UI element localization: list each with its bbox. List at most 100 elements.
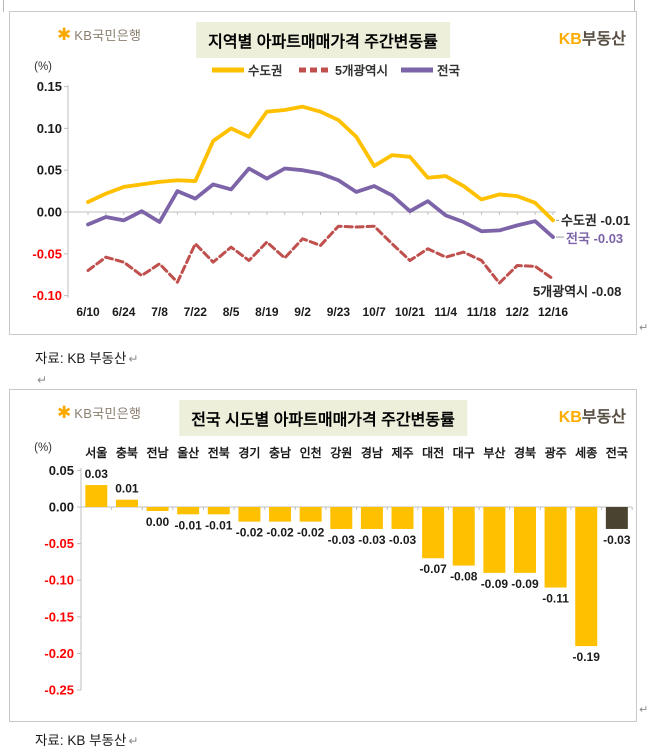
x-tick-label: 10/7 (362, 305, 386, 319)
category-label-5: 경기 (238, 445, 260, 460)
category-label-3: 울산 (177, 445, 199, 460)
bar-value-label-4: -0.01 (205, 518, 233, 532)
category-label-9: 경남 (361, 445, 383, 460)
category-label-16: 세종 (575, 445, 597, 460)
bar-value-label-2: 0.00 (146, 515, 170, 529)
category-label-1: 충북 (116, 445, 138, 460)
bar-9 (360, 507, 383, 529)
category-label-8: 강원 (330, 446, 352, 460)
bar-1 (115, 499, 138, 507)
x-tick-label: 6/10 (76, 305, 100, 319)
kb-realestate-suffix: 부동산 (581, 409, 626, 426)
category-label-7: 인천 (300, 445, 322, 460)
bar-value-label-7: -0.02 (297, 526, 325, 540)
legend-label-0: 수도권 (248, 64, 283, 78)
bar-value-label-13: -0.09 (481, 577, 509, 591)
kb-star-icon: ✱ (57, 25, 72, 44)
category-label-4: 전북 (208, 445, 230, 460)
bar-5 (238, 507, 261, 522)
category-label-13: 부산 (483, 445, 505, 460)
bar-6 (269, 507, 292, 522)
y-tick-label: -0.20 (44, 646, 74, 661)
bar-value-label-12: -0.08 (450, 570, 478, 584)
category-label-12: 대구 (453, 446, 475, 460)
bar-value-label-11: -0.07 (419, 562, 447, 576)
bar-4 (207, 507, 230, 515)
bar-value-label-17: -0.03 (603, 533, 631, 547)
x-tick-label: 9/23 (327, 305, 351, 319)
return-mark: ↵ (639, 704, 649, 716)
unit-label: (%) (34, 61, 52, 73)
chart2-plot: 0.05 0.00 -0.05 -0.10 -0.15 -0.20 -0.25 (%) 서울 0.… (34, 442, 633, 698)
y-tick-label: 0.00 (37, 205, 62, 220)
bar-value-label-9: -0.03 (358, 533, 386, 547)
x-tick-label: 10/21 (395, 305, 425, 319)
series-line-0 (86, 104, 555, 223)
y-tick-label: -0.25 (44, 683, 74, 698)
kb-star-icon: ✱ (57, 403, 72, 422)
y-tick-label: -0.10 (32, 288, 62, 303)
y-tick-label: 0.00 (49, 500, 74, 515)
return-mark: ↵ (37, 373, 48, 387)
y-tick-label: 0.10 (37, 121, 62, 136)
kb-realestate-suffix: 부동산 (581, 31, 626, 48)
bar-value-label-0: 0.03 (85, 467, 109, 481)
y-tick-label: -0.05 (32, 246, 62, 261)
bar-value-label-5: -0.02 (236, 526, 264, 540)
bar-0 (85, 485, 108, 507)
bar-value-label-6: -0.02 (266, 526, 294, 540)
table-cell-marker-right (634, 0, 635, 12)
chart2-title: 전국 시도별 아파트매매가격 주간변동률 (179, 400, 467, 436)
series-end-label-1: 5개광역시 -0.08 (533, 284, 621, 299)
y-tick-label: -0.15 (44, 609, 74, 624)
series-end-label-0: 수도권 -0.01 (561, 213, 630, 228)
source-caption: 자료: KB 부동산 ↵ (35, 347, 138, 367)
kb-realestate-logo: KB부동산 (559, 403, 626, 427)
category-label-14: 경북 (514, 446, 536, 460)
kb-bank-name: KB국민은행 (74, 28, 142, 43)
y-tick-label: 0.05 (37, 163, 62, 178)
kb-bank-name: KB국민은행 (74, 406, 142, 421)
bar-7 (299, 507, 322, 522)
kb-realestate-kb: KB (558, 31, 582, 48)
y-tick-label: -0.10 (44, 573, 74, 588)
source-text: 자료: KB 부동산 (35, 351, 127, 366)
x-tick-label: 12/2 (506, 305, 530, 319)
x-tick-label: 11/4 (434, 305, 457, 319)
source-caption: 자료: KB 부동산 ↵ (35, 729, 138, 747)
series-line-1 (86, 224, 555, 285)
legend-label-2: 전국 (437, 63, 461, 78)
x-tick-label: 12/16 (538, 305, 568, 319)
category-label-2: 전남 (147, 445, 169, 460)
kb-bank-logo: ✱ KB국민은행 (57, 403, 141, 422)
series-end-label-2: 전국 -0.03 (566, 231, 623, 246)
x-tick-label: 7/8 (151, 305, 168, 319)
source-text: 자료: KB 부동산 (35, 733, 127, 747)
chart1-container: ✱ KB국민은행 지역별 아파트매매가격 주간변동률 KB부동산 0.15 0.1… (9, 11, 637, 335)
bar-value-label-15: -0.11 (542, 592, 569, 606)
legend-label-1: 5개광역시 (335, 63, 388, 78)
x-tick-label: 6/24 (112, 305, 136, 319)
bar-11 (422, 507, 445, 559)
bar-value-label-10: -0.03 (389, 533, 417, 547)
bar-16 (575, 507, 598, 647)
kb-realestate-logo: KB부동산 (559, 25, 626, 49)
bar-value-label-3: -0.01 (174, 518, 202, 532)
category-label-10: 제주 (391, 446, 413, 460)
y-tick-label: 0.05 (49, 463, 74, 478)
return-mark: ↵ (128, 734, 139, 747)
bar-8 (330, 507, 353, 529)
bar-3 (177, 507, 200, 515)
x-tick-label: 8/19 (255, 305, 279, 319)
chart1-plot: 0.15 0.10 0.05 0.00 -0.05 -0.10 (%) 6/10 6/24 7/8… (32, 61, 630, 319)
category-label-6: 충남 (269, 445, 291, 460)
bar-2 (146, 507, 169, 511)
kb-bank-logo: ✱ KB국민은행 (57, 25, 141, 44)
kb-realestate-kb: KB (558, 409, 582, 426)
bar-value-label-16: -0.19 (573, 650, 601, 664)
chart1-title: 지역별 아파트매매가격 주간변동률 (196, 22, 450, 58)
unit-label: (%) (34, 442, 52, 454)
bar-value-label-14: -0.09 (511, 577, 539, 591)
return-mark: ↵ (128, 352, 139, 366)
